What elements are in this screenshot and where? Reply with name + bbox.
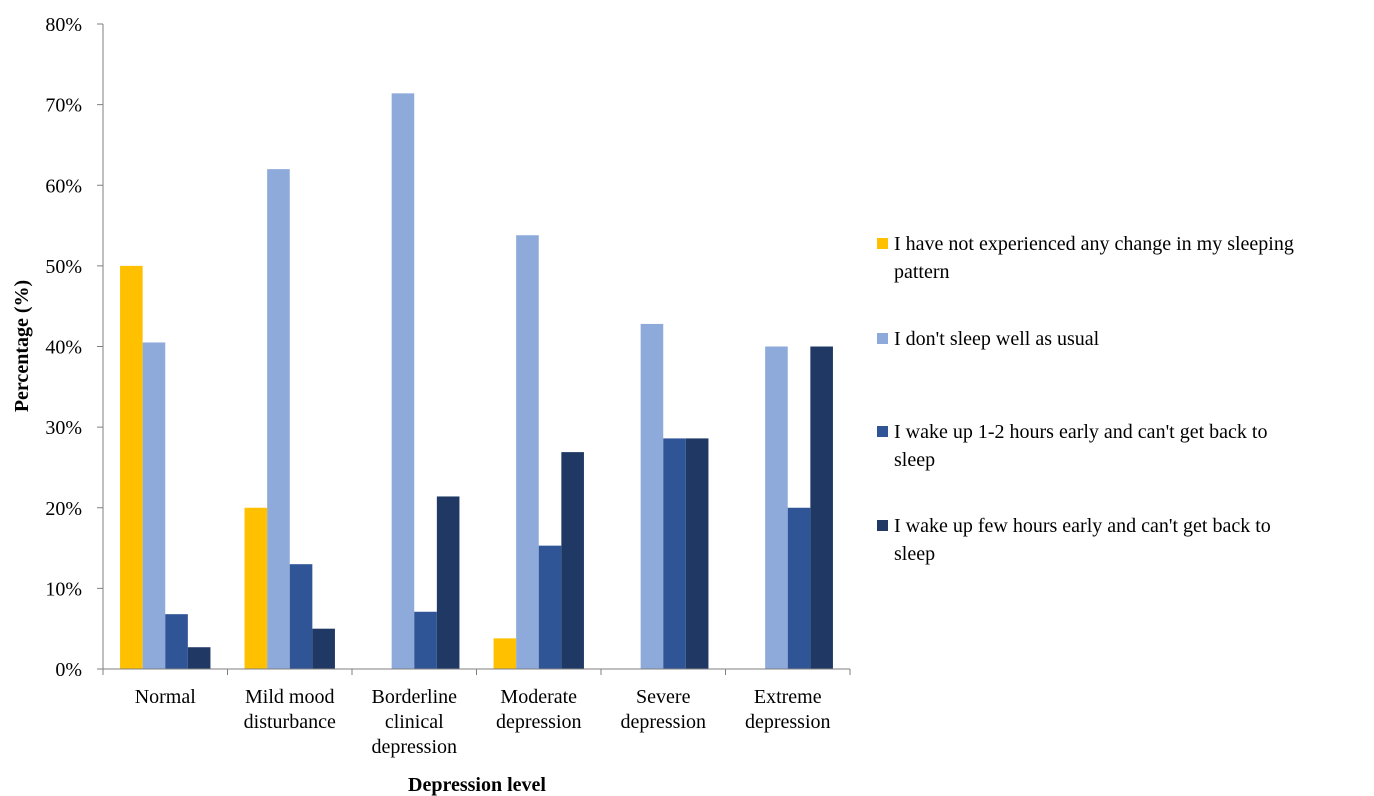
legend-swatch-2: [877, 426, 888, 437]
bar-s0-c0: [120, 265, 143, 670]
bar-s2-c3: [538, 545, 562, 669]
y-tick-label-2: 20%: [45, 498, 82, 520]
legend-entry-0: I have not experienced any change in my …: [894, 233, 1294, 283]
legend: I have not experienced any change in my …: [877, 233, 1294, 565]
y-tick-label-7: 70%: [45, 95, 82, 117]
legend-swatch-1: [877, 333, 888, 344]
y-tick-label-8: 80%: [45, 14, 82, 36]
bar-s1-c3: [516, 235, 539, 670]
bar-s0-c3: [493, 638, 517, 669]
bar-s1-c5: [765, 346, 788, 669]
y-tick-label-3: 30%: [45, 417, 82, 439]
y-tick-label-4: 40%: [45, 337, 82, 359]
bar-s1-c2: [391, 93, 415, 670]
legend-entry-3: I wake up few hours early and can't get …: [894, 515, 1271, 565]
x-axis-title: Depression level: [408, 774, 546, 796]
legend-swatch-3: [877, 520, 888, 531]
bar-s3-c5: [810, 346, 833, 669]
bar-s2-c1: [289, 564, 313, 669]
y-tick-label-1: 10%: [45, 578, 82, 600]
legend-swatch-0: [877, 238, 888, 249]
bar-s2-c0: [165, 614, 188, 669]
legend-entry-1: I don't sleep well as usual: [894, 328, 1100, 350]
bar-s3-c0: [187, 647, 211, 669]
axes-layer: 0% 10% 20% 30% 40% 50% 60% 70% 80% Normal Mild moo…: [45, 14, 851, 758]
x-tick-label-2: Borderline clinical depression: [371, 686, 457, 758]
x-tick-label-1: Mild mood disturbance: [244, 686, 336, 733]
x-tick-label-0: Normal: [135, 686, 197, 708]
x-tick-label-3: Moderate depression: [496, 686, 582, 733]
x-tick-label-4: Severe depression: [620, 686, 706, 733]
y-tick-label-6: 60%: [45, 175, 82, 197]
y-tick-label-5: 50%: [45, 256, 82, 278]
bar-s0-c1: [244, 507, 268, 669]
bar-s1-c1: [267, 169, 290, 670]
bar-s1-c4: [640, 323, 664, 669]
bar-s3-c3: [561, 452, 584, 669]
x-tick-label-5: Extreme depression: [745, 686, 831, 733]
bar-s3-c1: [312, 628, 335, 669]
bar-s2-c4: [663, 438, 686, 669]
bar-s3-c2: [436, 496, 460, 669]
bar-s1-c0: [142, 342, 166, 669]
bars-layer: [120, 93, 833, 670]
legend-entry-2: I wake up 1-2 hours early and can't get …: [894, 421, 1267, 471]
bar-s3-c4: [685, 438, 709, 669]
bar-s2-c2: [414, 611, 437, 669]
bar-s2-c5: [787, 507, 811, 669]
y-tick-label-0: 0%: [55, 659, 82, 681]
y-axis-title: Percentage (%): [11, 280, 33, 412]
